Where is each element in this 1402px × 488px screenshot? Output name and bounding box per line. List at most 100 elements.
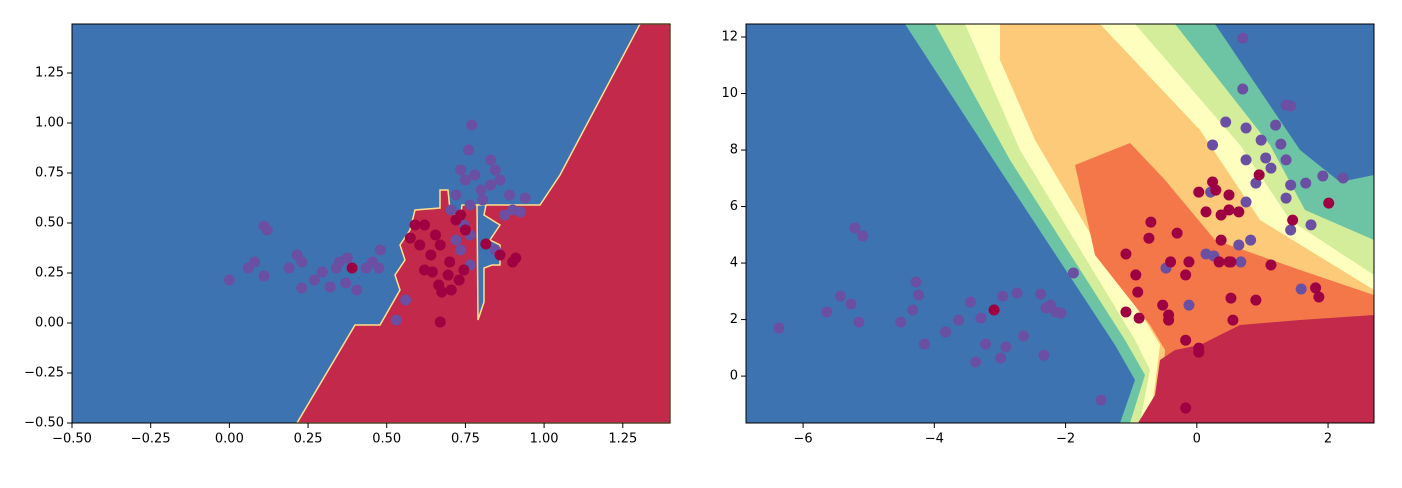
point (445, 204, 457, 216)
point (1313, 291, 1325, 303)
point (1180, 402, 1192, 414)
point (1233, 239, 1245, 251)
point (1200, 206, 1212, 218)
point (1237, 83, 1249, 95)
point (1223, 204, 1235, 216)
point (464, 199, 476, 211)
y-tick-label: 0.25 (35, 266, 64, 281)
point (1287, 214, 1299, 226)
y-tick-label: 0 (730, 369, 738, 384)
y-tick-label: 2 (730, 312, 738, 327)
point (1317, 170, 1329, 182)
point (340, 277, 352, 289)
point (1095, 394, 1107, 406)
point (444, 256, 456, 268)
point (296, 282, 308, 294)
y-tick-label: 8 (730, 143, 738, 158)
y-tick-label: 4 (730, 256, 738, 271)
point (1011, 287, 1023, 299)
x-tick-label: 0 (1193, 432, 1201, 447)
point (1280, 154, 1292, 166)
point (1133, 312, 1145, 324)
point (1235, 256, 1247, 268)
point (1240, 154, 1252, 166)
point (283, 262, 295, 274)
point (459, 224, 471, 236)
point (436, 286, 448, 298)
point (463, 144, 475, 156)
point (485, 179, 497, 191)
point (1132, 286, 1144, 298)
point (430, 229, 442, 241)
y-tick-label: −0.50 (24, 416, 64, 431)
x-tick-label: −6 (794, 432, 813, 447)
point (1215, 234, 1227, 246)
point (1193, 346, 1205, 358)
point (450, 234, 462, 246)
point (296, 256, 308, 268)
point (480, 238, 492, 250)
point (1240, 196, 1252, 208)
point (1237, 32, 1249, 44)
point (258, 270, 270, 282)
point (1130, 269, 1142, 281)
point (1055, 307, 1067, 319)
point (1180, 334, 1192, 346)
point (503, 189, 515, 201)
point (1260, 152, 1272, 164)
point (316, 266, 328, 278)
point (489, 164, 501, 176)
point (1280, 192, 1292, 204)
point (374, 244, 386, 256)
y-tick-label: 12 (721, 29, 738, 44)
point (1270, 119, 1282, 131)
point (1285, 224, 1297, 236)
point (445, 284, 457, 296)
point (970, 356, 982, 368)
point (1323, 197, 1335, 209)
point (918, 338, 930, 350)
point (351, 284, 363, 296)
point (1038, 349, 1050, 361)
point (400, 294, 412, 306)
point (1171, 227, 1183, 239)
point (499, 209, 511, 221)
y-tick-label: 6 (730, 199, 738, 214)
y-tick-label: 1.25 (35, 66, 64, 81)
point (1265, 259, 1277, 271)
point (249, 256, 261, 268)
decision-regions-left (72, 23, 671, 424)
point (494, 249, 506, 261)
point (1120, 248, 1132, 260)
x-tick-label: 0.75 (451, 432, 480, 447)
y-tick-label: 0.00 (35, 316, 64, 331)
point (1285, 100, 1297, 112)
x-tick-label: −2 (1056, 432, 1075, 447)
point (466, 119, 478, 131)
point (849, 222, 861, 234)
y-tick-label: 0.75 (35, 166, 64, 181)
point (1157, 299, 1169, 311)
point (453, 274, 465, 286)
point (1183, 256, 1195, 268)
point (895, 316, 907, 328)
point (1233, 206, 1245, 218)
point (1285, 179, 1297, 191)
decision-regions-right (746, 24, 1374, 423)
point (1165, 256, 1177, 268)
x-tick-label: 1.25 (608, 432, 637, 447)
point (346, 262, 358, 274)
point (1220, 116, 1232, 128)
point (1310, 282, 1322, 294)
point (455, 164, 467, 176)
point (458, 264, 470, 276)
point (988, 304, 1000, 316)
point (1250, 294, 1262, 306)
plot (223, 119, 531, 328)
point (1215, 209, 1227, 221)
point (1145, 216, 1157, 228)
point (1275, 138, 1287, 150)
point (485, 154, 497, 166)
point (1183, 299, 1195, 311)
